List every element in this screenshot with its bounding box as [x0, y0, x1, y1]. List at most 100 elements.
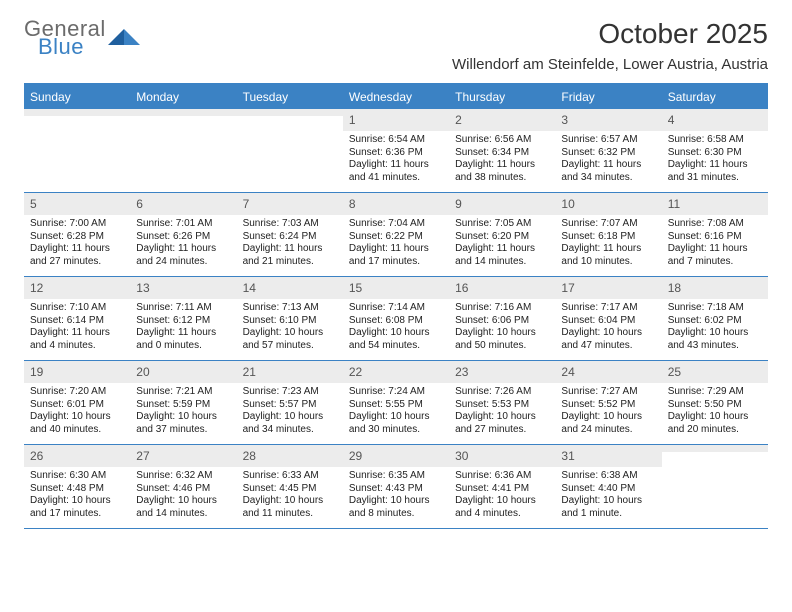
calendar-cell: 19Sunrise: 7:20 AMSunset: 6:01 PMDayligh… [24, 361, 130, 444]
sunset-line: Sunset: 6:10 PM [243, 315, 337, 328]
calendar-cell: 6Sunrise: 7:01 AMSunset: 6:26 PMDaylight… [130, 193, 236, 276]
cell-body: Sunrise: 7:26 AMSunset: 5:53 PMDaylight:… [449, 383, 555, 444]
day-number-band: 19 [24, 361, 130, 383]
cell-body: Sunrise: 6:54 AMSunset: 6:36 PMDaylight:… [343, 131, 449, 192]
dow-monday: Monday [130, 85, 236, 109]
cell-body: Sunrise: 7:16 AMSunset: 6:06 PMDaylight:… [449, 299, 555, 360]
cell-body: Sunrise: 7:27 AMSunset: 5:52 PMDaylight:… [555, 383, 661, 444]
month-title: October 2025 [452, 18, 768, 50]
day-number: 6 [130, 193, 236, 215]
day-number-band [237, 109, 343, 116]
daylight-line: Daylight: 10 hours and 43 minutes. [668, 327, 762, 352]
day-number-band: 4 [662, 109, 768, 131]
brand-logo: General Blue [24, 18, 142, 58]
sunrise-line: Sunrise: 7:00 AM [30, 218, 124, 231]
sunset-line: Sunset: 4:48 PM [30, 483, 124, 496]
calendar-cell: 21Sunrise: 7:23 AMSunset: 5:57 PMDayligh… [237, 361, 343, 444]
day-number-band: 31 [555, 445, 661, 467]
daylight-line: Daylight: 10 hours and 50 minutes. [455, 327, 549, 352]
calendar-cell: 5Sunrise: 7:00 AMSunset: 6:28 PMDaylight… [24, 193, 130, 276]
calendar-cell: 11Sunrise: 7:08 AMSunset: 6:16 PMDayligh… [662, 193, 768, 276]
day-number-band: 15 [343, 277, 449, 299]
day-number: 13 [130, 277, 236, 299]
daylight-line: Daylight: 11 hours and 10 minutes. [561, 243, 655, 268]
calendar-cell [130, 109, 236, 192]
cell-body [237, 116, 343, 170]
dow-thursday: Thursday [449, 85, 555, 109]
day-number: 27 [130, 445, 236, 467]
daylight-line: Daylight: 10 hours and 40 minutes. [30, 411, 124, 436]
sunset-line: Sunset: 5:50 PM [668, 399, 762, 412]
calendar-cell: 16Sunrise: 7:16 AMSunset: 6:06 PMDayligh… [449, 277, 555, 360]
day-number: 4 [662, 109, 768, 131]
day-number-band: 22 [343, 361, 449, 383]
sunrise-line: Sunrise: 7:14 AM [349, 302, 443, 315]
daylight-line: Daylight: 10 hours and 14 minutes. [136, 495, 230, 520]
day-number-band [662, 445, 768, 452]
brand-word-2: Blue [38, 36, 106, 58]
sunrise-line: Sunrise: 6:58 AM [668, 134, 762, 147]
day-number-band: 24 [555, 361, 661, 383]
calendar-cell: 8Sunrise: 7:04 AMSunset: 6:22 PMDaylight… [343, 193, 449, 276]
day-number-band: 13 [130, 277, 236, 299]
day-number: 22 [343, 361, 449, 383]
sunrise-line: Sunrise: 7:26 AM [455, 386, 549, 399]
sunrise-line: Sunrise: 7:07 AM [561, 218, 655, 231]
sunset-line: Sunset: 4:41 PM [455, 483, 549, 496]
cell-body: Sunrise: 6:38 AMSunset: 4:40 PMDaylight:… [555, 467, 661, 528]
sunset-line: Sunset: 4:45 PM [243, 483, 337, 496]
calendar-cell: 9Sunrise: 7:05 AMSunset: 6:20 PMDaylight… [449, 193, 555, 276]
day-number-band: 26 [24, 445, 130, 467]
sunset-line: Sunset: 6:16 PM [668, 231, 762, 244]
sunset-line: Sunset: 5:53 PM [455, 399, 549, 412]
sunrise-line: Sunrise: 6:38 AM [561, 470, 655, 483]
sunset-line: Sunset: 4:46 PM [136, 483, 230, 496]
week-row: 5Sunrise: 7:00 AMSunset: 6:28 PMDaylight… [24, 193, 768, 277]
page: General Blue October 2025 Willendorf am … [0, 0, 792, 612]
calendar-cell: 18Sunrise: 7:18 AMSunset: 6:02 PMDayligh… [662, 277, 768, 360]
week-row: 1Sunrise: 6:54 AMSunset: 6:36 PMDaylight… [24, 109, 768, 193]
sunrise-line: Sunrise: 6:35 AM [349, 470, 443, 483]
cell-body: Sunrise: 6:33 AMSunset: 4:45 PMDaylight:… [237, 467, 343, 528]
daylight-line: Daylight: 10 hours and 20 minutes. [668, 411, 762, 436]
daylight-line: Daylight: 10 hours and 57 minutes. [243, 327, 337, 352]
calendar-cell: 17Sunrise: 7:17 AMSunset: 6:04 PMDayligh… [555, 277, 661, 360]
sunrise-line: Sunrise: 7:10 AM [30, 302, 124, 315]
day-number-band: 10 [555, 193, 661, 215]
sunset-line: Sunset: 6:26 PM [136, 231, 230, 244]
day-number-band: 18 [662, 277, 768, 299]
dow-wednesday: Wednesday [343, 85, 449, 109]
day-number: 18 [662, 277, 768, 299]
dow-sunday: Sunday [24, 85, 130, 109]
day-number: 29 [343, 445, 449, 467]
sunset-line: Sunset: 6:22 PM [349, 231, 443, 244]
sunrise-line: Sunrise: 6:33 AM [243, 470, 337, 483]
day-number: 21 [237, 361, 343, 383]
daylight-line: Daylight: 10 hours and 8 minutes. [349, 495, 443, 520]
sunrise-line: Sunrise: 7:18 AM [668, 302, 762, 315]
sunset-line: Sunset: 6:18 PM [561, 231, 655, 244]
day-number: 1 [343, 109, 449, 131]
calendar-cell: 28Sunrise: 6:33 AMSunset: 4:45 PMDayligh… [237, 445, 343, 528]
sunset-line: Sunset: 6:14 PM [30, 315, 124, 328]
calendar-cell: 10 Sunrise: 7:07 AMSunset: 6:18 PMDayligh… [555, 193, 661, 276]
sunset-line: Sunset: 6:32 PM [561, 147, 655, 160]
cell-body: Sunrise: 6:30 AMSunset: 4:48 PMDaylight:… [24, 467, 130, 528]
sunset-line: Sunset: 5:52 PM [561, 399, 655, 412]
calendar-cell: 14Sunrise: 7:13 AMSunset: 6:10 PMDayligh… [237, 277, 343, 360]
daylight-line: Daylight: 11 hours and 0 minutes. [136, 327, 230, 352]
daylight-line: Daylight: 10 hours and 1 minute. [561, 495, 655, 520]
day-number: 9 [449, 193, 555, 215]
daylight-line: Daylight: 11 hours and 34 minutes. [561, 159, 655, 184]
day-number: 5 [24, 193, 130, 215]
dow-friday: Friday [555, 85, 661, 109]
sunrise-line: Sunrise: 7:29 AM [668, 386, 762, 399]
cell-body: Sunrise: 7:18 AMSunset: 6:02 PMDaylight:… [662, 299, 768, 360]
calendar-cell [662, 445, 768, 528]
calendar-cell [237, 109, 343, 192]
daylight-line: Daylight: 11 hours and 31 minutes. [668, 159, 762, 184]
day-number: 7 [237, 193, 343, 215]
calendar-cell: 22Sunrise: 7:24 AMSunset: 5:55 PMDayligh… [343, 361, 449, 444]
cell-body: Sunrise: 7:10 AMSunset: 6:14 PMDaylight:… [24, 299, 130, 360]
calendar-cell: 2Sunrise: 6:56 AMSunset: 6:34 PMDaylight… [449, 109, 555, 192]
